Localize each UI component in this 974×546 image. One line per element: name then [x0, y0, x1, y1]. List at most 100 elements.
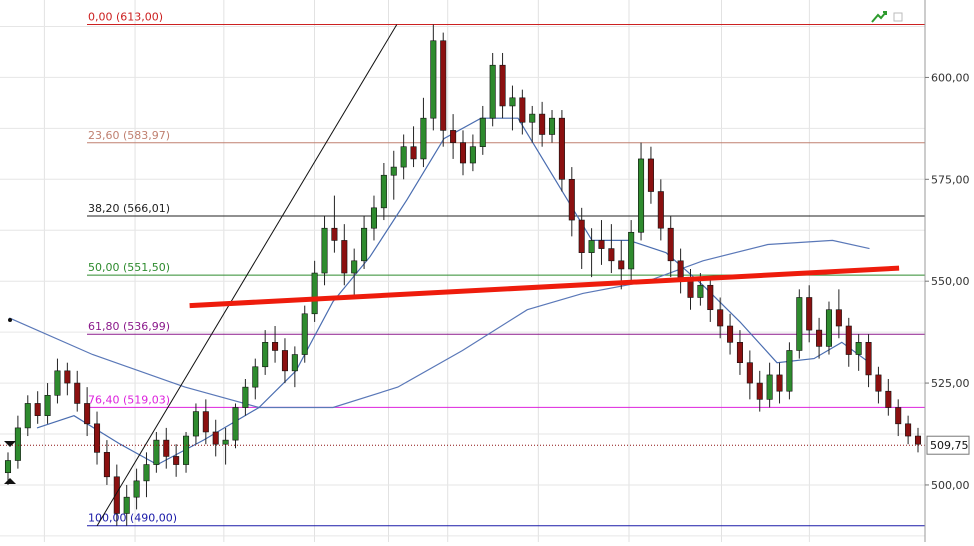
axis-tick-label: 500,00	[931, 479, 970, 492]
candlestick-series	[4, 24, 922, 526]
candle-body	[440, 40, 447, 131]
candle-body	[212, 431, 219, 445]
candle-body	[499, 64, 506, 107]
candle-body	[173, 456, 180, 465]
candle-body	[608, 248, 615, 262]
candle-body	[806, 297, 813, 331]
candle-body	[361, 227, 368, 262]
fib-level-label: 23,60 (583,97)	[88, 129, 170, 142]
candle-body	[351, 260, 358, 274]
candle-body	[123, 496, 130, 514]
candle-body	[717, 309, 724, 327]
candle-body	[272, 342, 279, 351]
candle-body	[519, 97, 526, 123]
moving-average-line	[9, 239, 870, 409]
candle-body	[707, 284, 714, 311]
fib-level-label: 100,00 (490,00)	[88, 512, 177, 525]
candle-body	[459, 142, 467, 164]
candle-body	[103, 452, 110, 478]
candle-body	[657, 191, 664, 229]
candle-body	[113, 476, 120, 514]
candle-body	[133, 480, 140, 498]
restore-window-icon[interactable]	[893, 12, 903, 22]
candle-body	[370, 207, 377, 229]
candle-body	[143, 464, 150, 482]
fib-level-label: 76,40 (519,03)	[88, 393, 170, 406]
candle-body	[825, 309, 832, 347]
fib-anchor-line	[96, 24, 398, 526]
candle-body	[341, 240, 348, 274]
candle-body	[687, 280, 694, 298]
candle-body	[4, 460, 12, 474]
axis-tick-label: 550,00	[931, 275, 970, 288]
candle-body	[697, 284, 704, 298]
axis-tick-label: 600,00	[931, 71, 970, 84]
candle-body	[291, 354, 298, 372]
candle-body	[262, 342, 269, 368]
candle-body	[301, 313, 308, 355]
candle-body	[885, 390, 892, 408]
candle-body	[727, 325, 734, 343]
candle-body	[914, 435, 922, 445]
chart-toolbar[interactable]	[871, 11, 903, 23]
candle-body	[54, 370, 61, 396]
candle-body	[192, 411, 199, 437]
candle-body	[865, 342, 872, 376]
candle-body	[489, 64, 496, 119]
candle-body	[776, 374, 783, 392]
candle-body	[222, 439, 229, 445]
candle-body	[598, 240, 605, 249]
candle-body	[618, 260, 625, 270]
candle-body	[64, 370, 71, 384]
candle-body	[163, 439, 170, 457]
candle-body	[578, 219, 585, 253]
fib-level-label: 61,80 (536,99)	[88, 320, 170, 333]
candle-body	[321, 227, 328, 274]
candle-body	[479, 117, 486, 148]
candle-body	[895, 407, 902, 425]
candle-body	[450, 130, 457, 143]
fib-level-label: 50,00 (551,50)	[88, 261, 170, 274]
candle-body	[816, 329, 823, 347]
drawing-overlays	[0, 24, 925, 526]
candle-body	[74, 382, 81, 404]
fib-level-label: 38,20 (566,01)	[88, 202, 170, 215]
candle-body	[153, 439, 160, 465]
candle-body	[14, 427, 21, 461]
candle-body	[796, 297, 803, 351]
candle-body	[549, 117, 556, 135]
fibonacci-levels: 0,00 (613,00) 23,60 (583,97) 38,20 (566,01…	[87, 10, 925, 527]
candle-body	[331, 227, 338, 241]
candle-body	[568, 179, 575, 221]
marker-triangle-up	[4, 478, 16, 484]
axis-tick-label: 525,00	[931, 377, 970, 390]
candle-body	[855, 342, 862, 355]
axis-tick-label: 575,00	[931, 173, 970, 186]
candle-body	[766, 374, 773, 400]
candle-body	[183, 435, 190, 465]
candle-body	[588, 240, 595, 253]
candle-body	[34, 403, 41, 416]
candle-body	[380, 174, 387, 209]
candle-body	[835, 309, 842, 327]
trend-arrow-icon[interactable]	[871, 11, 887, 23]
candle-body	[232, 407, 239, 441]
candle-body	[44, 394, 51, 416]
candle-body	[746, 362, 753, 384]
candle-body	[736, 342, 743, 363]
trendline	[189, 265, 900, 309]
candle-body	[242, 386, 249, 408]
candle-body	[667, 227, 674, 262]
fib-level-label: 0,00 (613,00)	[88, 10, 163, 23]
candle-body	[410, 146, 417, 160]
candle-body	[509, 97, 516, 107]
candle-body	[647, 158, 654, 192]
candle-body	[430, 40, 437, 119]
candle-body	[638, 158, 645, 233]
candle-body	[400, 146, 407, 168]
candle-body	[252, 366, 259, 388]
price-axis: 500,00 525,00 550,00 575,00 600,00 509,75	[924, 0, 974, 542]
candle-body	[390, 166, 397, 176]
